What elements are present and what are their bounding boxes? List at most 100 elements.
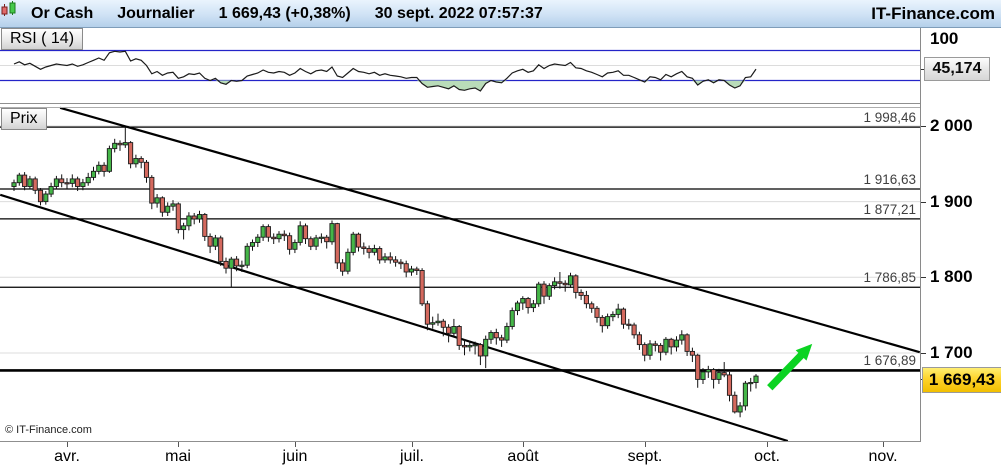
candle-down <box>324 236 330 243</box>
level-price-label: 1 877,21 <box>863 202 916 217</box>
candle-up <box>488 332 494 340</box>
candle-up <box>165 205 171 213</box>
candle-down <box>721 372 727 376</box>
candle-down <box>32 178 38 191</box>
month-tick <box>178 442 179 447</box>
price-axis-tick-label: 1 700 <box>930 343 973 362</box>
month-label: oct. <box>754 448 780 465</box>
rsi-plot[interactable] <box>0 28 920 103</box>
price-axis-tick-label: 2 000 <box>930 116 973 135</box>
level-price-label: 1 916,63 <box>863 172 916 187</box>
candle-up <box>382 256 388 261</box>
candle-up <box>170 203 176 207</box>
candle-up <box>748 382 754 385</box>
candle-down <box>732 394 738 413</box>
candle-down <box>271 236 277 240</box>
candle-down <box>525 298 531 309</box>
channel-trendline[interactable] <box>59 106 920 354</box>
candle-down <box>695 354 701 380</box>
candle-up <box>212 237 218 247</box>
pane-divider <box>0 107 1001 108</box>
buy-signal-arrow[interactable] <box>767 343 813 391</box>
candle-up <box>228 258 234 269</box>
price-plot[interactable] <box>0 104 920 442</box>
candle-down <box>302 225 309 240</box>
candle-up <box>615 308 621 315</box>
month-label: mai <box>165 448 191 465</box>
candle-up <box>737 405 743 413</box>
level-price-label: 1 676,89 <box>863 353 916 368</box>
candle-up <box>255 236 261 243</box>
candle-down <box>456 326 462 346</box>
candle-up <box>610 313 616 318</box>
candle-up <box>536 283 542 305</box>
candle-up <box>16 174 22 184</box>
candle-up <box>700 371 706 380</box>
candle-up <box>112 142 118 150</box>
candle-up <box>313 237 319 247</box>
candle-down <box>234 258 240 267</box>
candle-up <box>196 214 203 220</box>
candle-up <box>345 251 351 272</box>
candle-down <box>541 283 547 297</box>
candle-down <box>620 308 627 325</box>
chart-header: Or Cash Journalier 1 669,43 (+0,38%) 30 … <box>0 0 1001 28</box>
candle-up <box>605 316 611 327</box>
candle-down <box>355 233 362 248</box>
candle-up <box>483 338 489 357</box>
current-price-badge: 1 669,43 <box>922 367 1001 393</box>
candle-down <box>218 237 224 262</box>
candle-up <box>663 338 669 353</box>
candle-up <box>514 302 521 312</box>
price-axis-tick-label: 1 900 <box>930 192 973 211</box>
candle-down <box>101 164 107 172</box>
price-tab[interactable]: Prix <box>1 108 47 130</box>
candle-down <box>711 369 717 380</box>
quote-datetime: 30 sept. 2022 07:57:37 <box>374 4 543 22</box>
candle-up <box>106 148 112 172</box>
candle-down <box>202 214 208 237</box>
candle-down <box>578 291 584 296</box>
candle-down <box>340 262 346 272</box>
candle-down <box>334 223 340 264</box>
candle-down <box>64 182 70 185</box>
candle-up <box>673 339 680 348</box>
candle-down <box>265 226 271 238</box>
candle-up <box>504 326 510 341</box>
candle-down <box>599 316 605 327</box>
candle-up <box>297 225 303 243</box>
plot-bottom-border <box>0 441 1001 442</box>
candle-up <box>181 225 187 231</box>
candle-up <box>90 170 97 178</box>
candle-down <box>414 268 420 271</box>
candle-down <box>377 248 383 261</box>
candle-down <box>594 307 600 318</box>
candle-down <box>499 337 505 341</box>
candle-up <box>509 310 515 327</box>
candle-up <box>43 193 49 203</box>
time-axis: avr. mai juin juil. août sept. oct. nov. <box>0 442 920 469</box>
right-axis: 100 45,174 2 000 1 900 1 800 1 700 1 669,43 <box>920 28 1001 442</box>
brand-logo: IT-Finance.com <box>871 3 995 23</box>
channel-trendline[interactable] <box>0 193 789 442</box>
candle-up <box>716 372 722 380</box>
candles-layer <box>11 127 759 418</box>
candle-down <box>366 248 372 253</box>
candle-up <box>292 242 298 250</box>
candle-down <box>75 178 81 187</box>
candle-up <box>552 281 558 287</box>
candle-down <box>22 174 28 187</box>
month-label: avr. <box>54 448 80 465</box>
pane-divider <box>0 103 1001 104</box>
candle-up <box>69 178 75 184</box>
candle-down <box>461 344 468 348</box>
price-axis-tick <box>921 353 926 354</box>
candle-up <box>742 382 748 407</box>
month-tick <box>523 442 524 447</box>
candle-up <box>85 176 91 184</box>
candle-down <box>446 326 452 334</box>
rsi-indicator-tab[interactable]: RSI ( 14) <box>1 28 84 50</box>
instrument-name: Or Cash <box>31 4 94 22</box>
candle-down <box>175 203 181 231</box>
